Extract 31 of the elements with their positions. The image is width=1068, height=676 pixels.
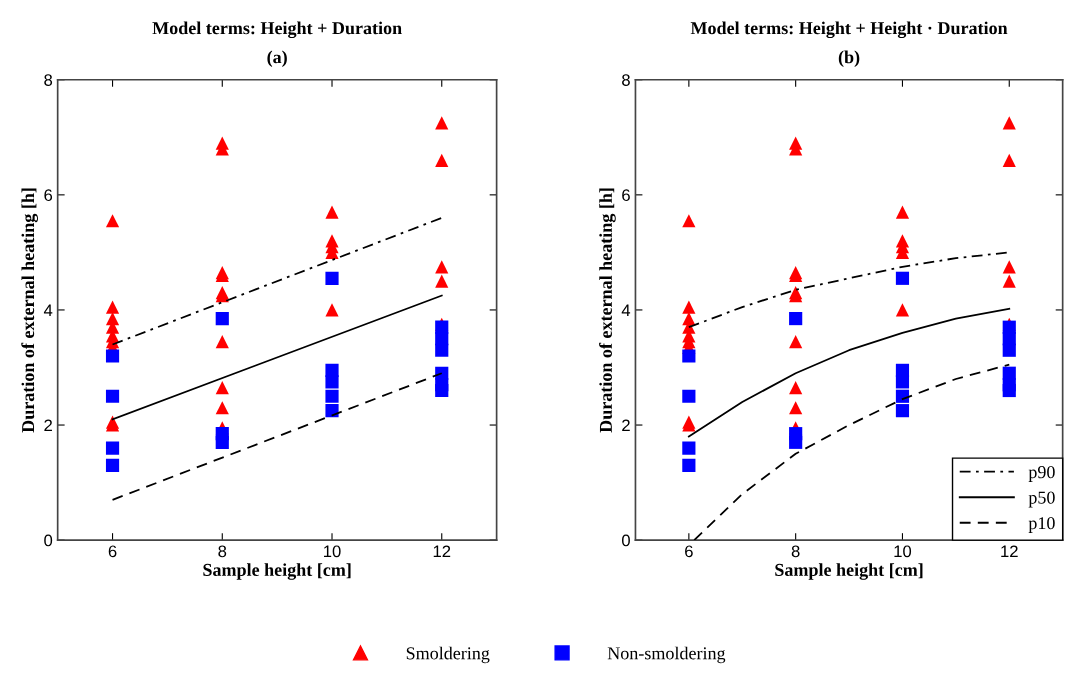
x-tick-label: 10 — [894, 545, 912, 558]
y-axis-title: Duration of external heating [h] — [599, 188, 616, 433]
x-tick-label: 10 — [324, 545, 341, 558]
x-axis-title: Sample height [cm] — [203, 563, 351, 580]
chart-title: Model terms: Height + Height · Duration — [690, 21, 1008, 39]
x-tick-label: 8 — [218, 545, 227, 558]
y-axis-title: Duration of external heating [h] — [21, 188, 38, 433]
y-tick-label: 6 — [622, 189, 630, 202]
x-tick-label: 6 — [685, 545, 693, 558]
y-tick-label: 8 — [44, 74, 53, 86]
legend-label: p10 — [1028, 517, 1055, 533]
y-tick-label: 4 — [621, 304, 631, 316]
x-axis-title: Sample height [cm] — [775, 563, 923, 580]
x-tick-label: 12 — [1001, 545, 1018, 558]
legend-label: p50 — [1028, 491, 1055, 508]
y-tick-label: 8 — [622, 74, 630, 86]
x-tick-label: 6 — [108, 545, 117, 558]
y-tick-label: 2 — [44, 419, 52, 432]
x-tick-label: 12 — [433, 545, 451, 558]
y-tick-label: 0 — [44, 534, 53, 547]
y-tick-label: 6 — [44, 189, 53, 202]
x-tick-label: 8 — [791, 545, 800, 558]
legend-label: p90 — [1028, 466, 1055, 482]
y-tick-label: 4 — [43, 304, 53, 316]
legend-label: Smoldering — [406, 646, 490, 664]
y-tick-label: 2 — [622, 419, 630, 432]
chart-subtitle: (a) — [267, 50, 287, 67]
legend-label: Non-smoldering — [607, 646, 726, 664]
chart-subtitle: (b) — [838, 50, 860, 67]
y-tick-label: 0 — [621, 534, 630, 547]
chart-title: Model terms: Height + Duration — [152, 21, 402, 39]
